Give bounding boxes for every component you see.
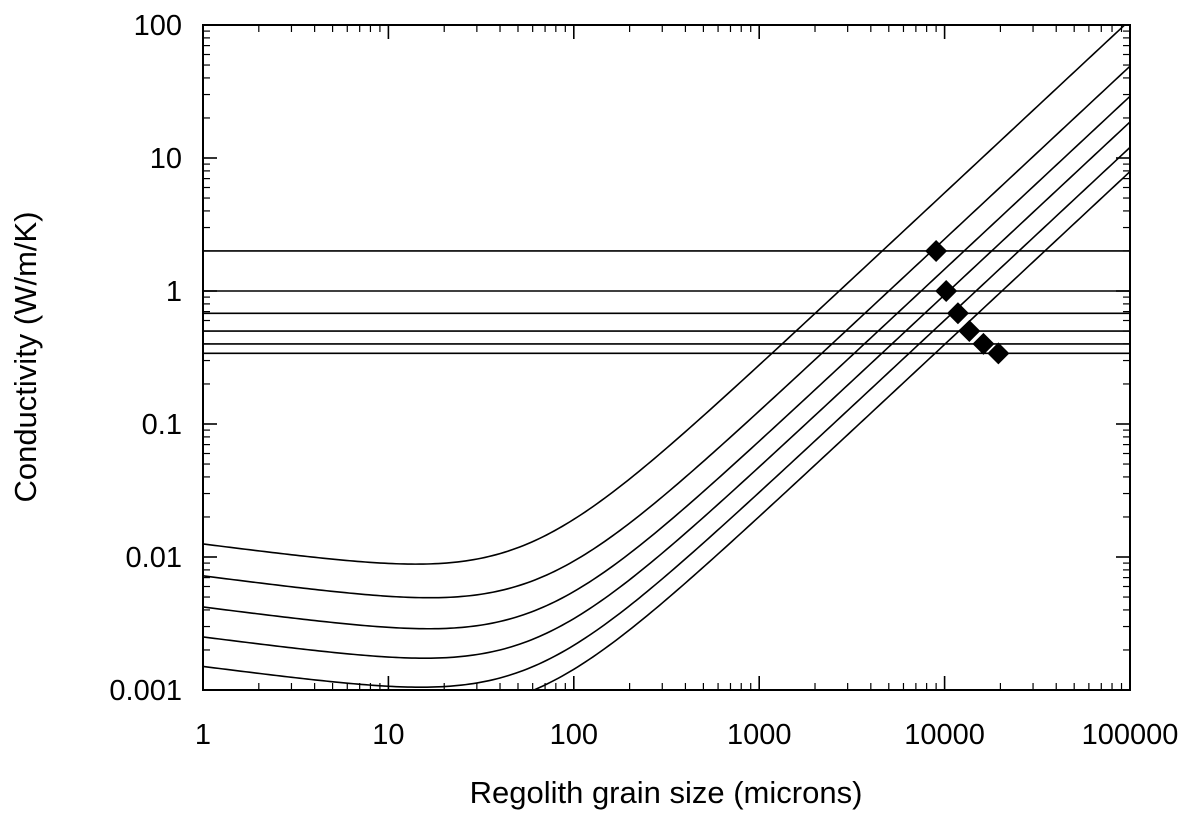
y-tick-label-100: 100 <box>134 10 182 42</box>
y-tick-label-0.01: 0.01 <box>126 542 182 574</box>
conductivity-curve-4 <box>203 121 1130 659</box>
data-marker-4 <box>958 320 981 343</box>
y-tick-label-0.001: 0.001 <box>109 675 182 707</box>
y-axis-label: Conductivity (W/m/K) <box>8 211 43 502</box>
plot-frame <box>202 24 1131 691</box>
x-tick-label-1: 1 <box>195 719 211 751</box>
data-marker-5 <box>972 332 995 355</box>
conductivity-curve-2 <box>203 65 1130 599</box>
plot-lines-group <box>203 25 1130 690</box>
x-tick-label-100000: 100000 <box>1082 719 1179 751</box>
data-marker-6 <box>987 342 1010 365</box>
x-tick-label-100: 100 <box>550 719 598 751</box>
x-tick-label-10000: 10000 <box>904 719 985 751</box>
ticks-group <box>202 24 1131 691</box>
conductivity-curve-6 <box>203 170 1130 690</box>
conductivity-curve-3 <box>203 95 1130 630</box>
x-tick-label-10: 10 <box>372 719 404 751</box>
y-tick-label-0.1: 0.1 <box>142 409 182 441</box>
conductivity-curve-1 <box>203 25 1126 565</box>
x-tick-label-1000: 1000 <box>727 719 792 751</box>
x-axis-label: Regolith grain size (microns) <box>470 775 863 810</box>
data-marker-3 <box>946 302 969 325</box>
data-marker-1 <box>925 239 948 262</box>
y-tick-label-10: 10 <box>150 143 182 175</box>
y-tick-label-1: 1 <box>166 276 182 308</box>
conductivity-curve-5 <box>203 146 1130 689</box>
tick-labels-group: 1 10 100 1000 10000 100000 0.001 0.01 0.1 1 10 100 <box>109 10 1178 751</box>
markers-group <box>925 239 1010 365</box>
data-marker-2 <box>935 280 958 302</box>
